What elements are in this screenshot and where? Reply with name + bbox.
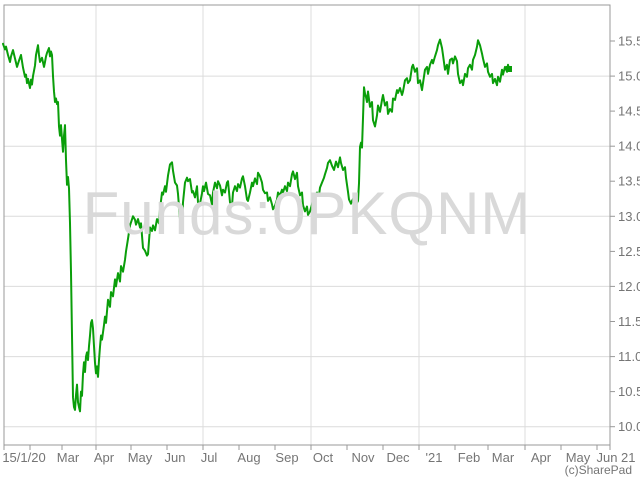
x-axis-label: Jun: [165, 450, 186, 465]
y-axis-label: 10.5: [618, 384, 640, 399]
y-axis-label: 14.0: [618, 139, 640, 154]
y-axis-label: 10.0: [618, 419, 640, 434]
sharepad-credit: (c)SharePad: [564, 463, 632, 477]
y-axis-label: 11.5: [618, 314, 640, 329]
y-axis-label: 15.0: [618, 69, 640, 84]
x-axis-label: May: [128, 450, 153, 465]
x-axis-label: Jun 21: [596, 450, 635, 465]
x-axis-label: Feb: [458, 450, 480, 465]
y-axis-label: 13.5: [618, 174, 640, 189]
y-axis-label: 12.0: [618, 279, 640, 294]
x-axis-label: Mar: [492, 450, 515, 465]
x-axis-label: Sep: [275, 450, 298, 465]
x-axis-label: 15/1/20: [2, 450, 45, 465]
line-end-marker: [506, 66, 512, 72]
x-axis-label: Oct: [313, 450, 334, 465]
x-axis-label: Dec: [386, 450, 410, 465]
y-axis-label: 13.0: [618, 209, 640, 224]
y-axis-label: 11.0: [618, 349, 640, 364]
x-axis-label: Jul: [201, 450, 218, 465]
x-axis-label: May: [566, 450, 591, 465]
y-axis-label: 14.5: [618, 104, 640, 119]
y-axis-label: 15.5: [618, 34, 640, 49]
y-axis-label: 12.5: [618, 244, 640, 259]
price-line: [2, 38, 510, 413]
plot-border: [3, 4, 611, 446]
x-axis-label: Apr: [94, 450, 115, 465]
x-axis-label: Aug: [237, 450, 260, 465]
x-axis-label: Mar: [57, 450, 80, 465]
x-axis-label: Nov: [351, 450, 375, 465]
x-axis-label: Apr: [531, 450, 552, 465]
x-axis-label: '21: [426, 450, 443, 465]
